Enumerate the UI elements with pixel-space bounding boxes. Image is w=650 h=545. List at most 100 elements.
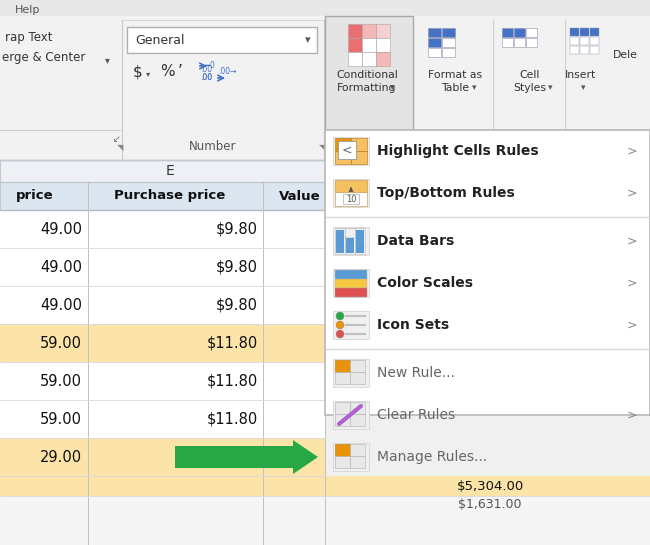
Text: ▾: ▾ <box>472 83 476 93</box>
Text: Cel: Cel <box>580 142 598 152</box>
Text: $9.80: $9.80 <box>216 221 258 237</box>
FancyBboxPatch shape <box>428 38 441 47</box>
FancyBboxPatch shape <box>0 496 650 545</box>
FancyBboxPatch shape <box>0 182 330 210</box>
FancyBboxPatch shape <box>348 52 362 66</box>
Text: $9.80: $9.80 <box>216 259 258 275</box>
FancyBboxPatch shape <box>333 269 369 297</box>
FancyBboxPatch shape <box>351 151 367 164</box>
FancyBboxPatch shape <box>325 16 413 156</box>
Text: 59.00: 59.00 <box>40 411 82 427</box>
Text: $11.80: $11.80 <box>207 336 258 350</box>
Text: Color Scales: Color Scales <box>377 276 473 290</box>
Text: Help: Help <box>15 5 40 15</box>
Text: >: > <box>627 144 637 158</box>
Text: price: price <box>16 190 54 203</box>
FancyBboxPatch shape <box>0 286 325 324</box>
FancyBboxPatch shape <box>0 362 325 400</box>
FancyBboxPatch shape <box>335 270 367 279</box>
FancyBboxPatch shape <box>442 48 455 57</box>
Text: %: % <box>160 64 175 80</box>
Text: Icon Sets: Icon Sets <box>377 318 449 332</box>
FancyBboxPatch shape <box>335 192 367 206</box>
Text: .00: .00 <box>200 74 212 82</box>
Text: >: > <box>627 318 637 331</box>
Text: ▾: ▾ <box>581 83 586 93</box>
Text: 49.00: 49.00 <box>40 259 82 275</box>
FancyBboxPatch shape <box>0 248 325 286</box>
FancyBboxPatch shape <box>335 444 350 456</box>
FancyBboxPatch shape <box>335 372 350 384</box>
Text: rap Text: rap Text <box>5 32 53 45</box>
Text: Table: Table <box>441 83 469 93</box>
FancyBboxPatch shape <box>335 414 350 426</box>
FancyBboxPatch shape <box>502 38 513 47</box>
FancyBboxPatch shape <box>570 37 579 45</box>
FancyBboxPatch shape <box>350 414 365 426</box>
FancyBboxPatch shape <box>0 400 325 438</box>
FancyBboxPatch shape <box>376 24 390 38</box>
FancyBboxPatch shape <box>0 438 325 476</box>
Text: ▾: ▾ <box>146 70 150 78</box>
Text: $5.80: $5.80 <box>216 450 258 464</box>
Text: $11.80: $11.80 <box>207 373 258 389</box>
FancyBboxPatch shape <box>570 46 579 54</box>
Text: ◥: ◥ <box>117 143 124 153</box>
Text: >: > <box>627 276 637 289</box>
FancyBboxPatch shape <box>362 52 376 66</box>
FancyBboxPatch shape <box>338 141 356 159</box>
Text: 29.00: 29.00 <box>40 450 82 464</box>
FancyBboxPatch shape <box>570 28 579 36</box>
Text: E: E <box>166 164 174 178</box>
Text: Purchase price: Purchase price <box>114 190 226 203</box>
FancyBboxPatch shape <box>0 160 650 182</box>
FancyBboxPatch shape <box>333 359 369 387</box>
Text: erge & Center: erge & Center <box>2 51 85 64</box>
FancyBboxPatch shape <box>580 46 589 54</box>
FancyBboxPatch shape <box>0 324 325 362</box>
FancyBboxPatch shape <box>376 38 390 52</box>
FancyBboxPatch shape <box>348 38 362 52</box>
Text: ’: ’ <box>178 64 183 78</box>
FancyBboxPatch shape <box>335 138 351 151</box>
FancyBboxPatch shape <box>356 230 364 253</box>
Text: .00: .00 <box>200 74 212 82</box>
Text: 59.00: 59.00 <box>40 373 82 389</box>
Text: ▾: ▾ <box>305 35 311 45</box>
FancyBboxPatch shape <box>346 238 354 253</box>
Text: ▾: ▾ <box>105 55 110 65</box>
FancyBboxPatch shape <box>350 444 365 456</box>
FancyBboxPatch shape <box>335 456 350 468</box>
FancyBboxPatch shape <box>335 151 351 164</box>
Text: Top/Bottom Rules: Top/Bottom Rules <box>377 186 515 200</box>
Text: ↗: ↗ <box>111 132 119 142</box>
FancyBboxPatch shape <box>514 38 525 47</box>
FancyBboxPatch shape <box>495 16 563 156</box>
Text: >: > <box>627 186 637 199</box>
Text: Formatting: Formatting <box>337 83 396 93</box>
FancyBboxPatch shape <box>428 48 441 57</box>
Text: Data Bars: Data Bars <box>377 234 454 248</box>
FancyBboxPatch shape <box>350 372 365 384</box>
Circle shape <box>336 312 344 320</box>
Text: G: G <box>591 164 601 178</box>
FancyBboxPatch shape <box>502 28 513 37</box>
Text: Insert: Insert <box>566 70 597 80</box>
FancyBboxPatch shape <box>442 28 455 37</box>
FancyBboxPatch shape <box>590 37 599 45</box>
Text: .00→: .00→ <box>218 68 237 76</box>
FancyBboxPatch shape <box>333 311 369 339</box>
FancyBboxPatch shape <box>336 230 344 253</box>
Circle shape <box>336 330 344 338</box>
FancyBboxPatch shape <box>335 279 367 288</box>
Text: $11.80: $11.80 <box>207 411 258 427</box>
Text: >: > <box>627 234 637 247</box>
Text: <: < <box>342 143 352 156</box>
Text: Dele: Dele <box>612 50 638 60</box>
FancyBboxPatch shape <box>514 28 525 37</box>
Text: Manage Rules...: Manage Rules... <box>377 450 487 464</box>
FancyBboxPatch shape <box>350 360 365 372</box>
FancyBboxPatch shape <box>0 0 650 16</box>
FancyBboxPatch shape <box>348 24 362 38</box>
FancyBboxPatch shape <box>333 443 369 471</box>
